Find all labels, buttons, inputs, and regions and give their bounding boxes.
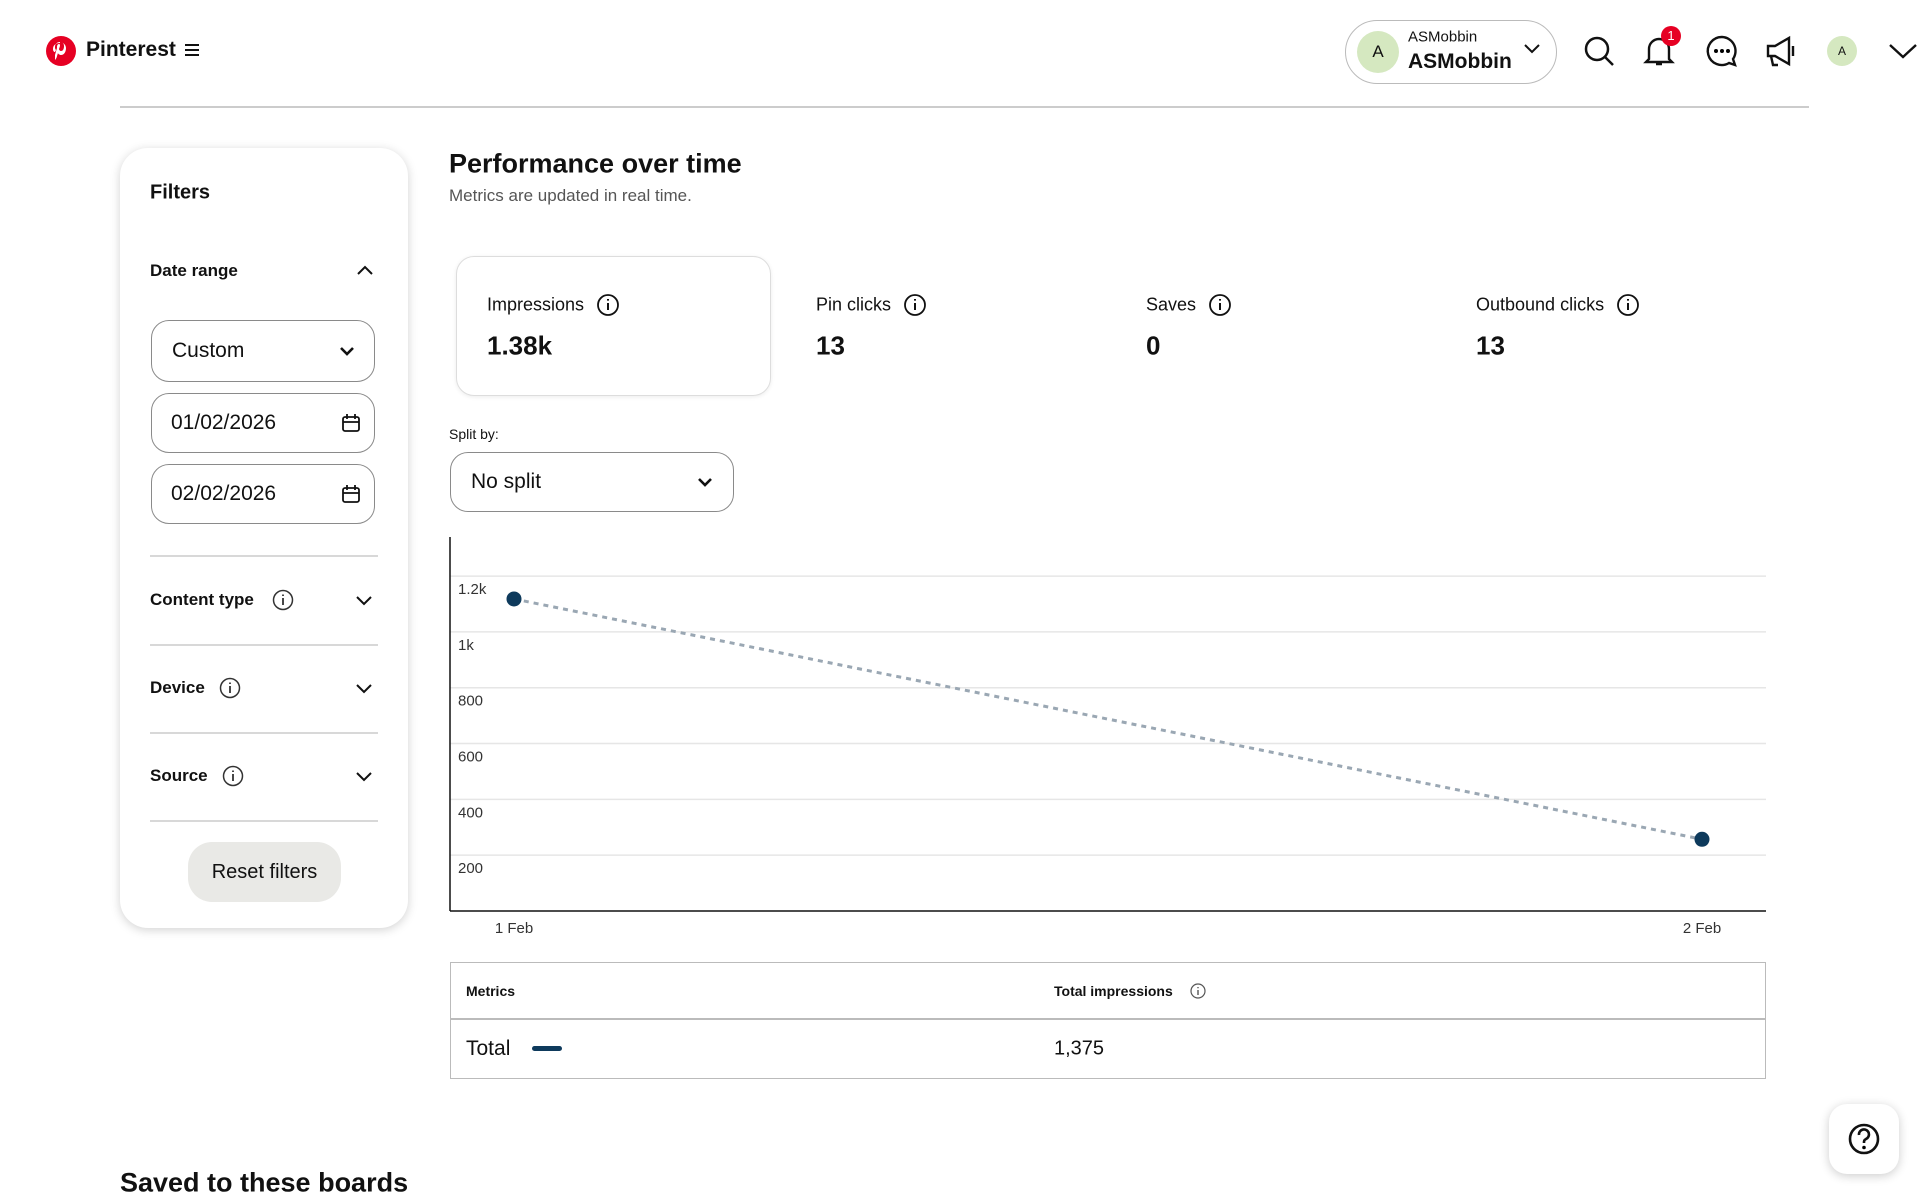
account-chevron[interactable]	[1888, 43, 1918, 59]
messages-icon[interactable]	[1705, 34, 1739, 68]
divider	[150, 555, 378, 557]
help-button[interactable]	[1829, 1104, 1899, 1174]
metric-label[interactable]: Impressions	[487, 294, 585, 315]
y-tick-label: 800	[458, 693, 483, 710]
chevron[interactable]	[1524, 44, 1540, 54]
section-subtitle: Metrics are updated in real time.	[449, 186, 692, 205]
reset-button[interactable]: Reset filters	[188, 842, 341, 902]
account-name: ASMobbin	[1408, 50, 1512, 73]
filters-title: Filters	[150, 181, 211, 204]
metric-label[interactable]: Pin clicks	[816, 294, 892, 315]
y-tick-label: 200	[458, 860, 483, 877]
range-select-text: Custom	[172, 339, 245, 362]
chevron	[340, 347, 354, 356]
info-icon[interactable]	[1616, 293, 1640, 317]
start-date: 01/02/2026	[171, 411, 277, 434]
section-title: Performance over time	[449, 148, 742, 179]
account-small: ASMobbin	[1408, 28, 1478, 46]
collapse-icon[interactable]	[357, 265, 373, 275]
info-icon[interactable]	[222, 765, 244, 787]
metric-label[interactable]: Saves	[1146, 294, 1197, 315]
y-tick-label: 1.2k	[458, 581, 487, 598]
search-icon[interactable]	[1583, 35, 1615, 67]
menu-icon[interactable]	[184, 43, 200, 57]
info-icon[interactable]	[903, 293, 927, 317]
data-point	[506, 591, 522, 607]
date-range-label[interactable]: Date range	[150, 261, 238, 280]
column-header: Total impressions	[1054, 983, 1173, 999]
x-tick-label: 1 Feb	[495, 920, 533, 937]
column-header: Metrics	[466, 983, 516, 999]
help-icon	[1848, 1123, 1880, 1155]
start-date-input[interactable]	[151, 393, 375, 453]
metric-value: 13	[816, 330, 845, 361]
expand-icon[interactable]	[356, 772, 372, 782]
info-icon[interactable]	[272, 589, 294, 611]
x-tick-label: 2 Feb	[1683, 920, 1721, 937]
avatar-small[interactable]: A	[1827, 36, 1857, 66]
avatar: A	[1357, 31, 1399, 73]
boards-title: Saved to these boards	[120, 1167, 409, 1198]
calendar-icon[interactable]	[341, 484, 361, 504]
divider	[150, 732, 378, 734]
brand[interactable]: Pinterest	[86, 38, 176, 61]
source-label[interactable]: Source	[150, 766, 208, 785]
split-select-text: No split	[471, 470, 542, 493]
divider	[150, 820, 378, 822]
updates-icon[interactable]	[1765, 35, 1799, 67]
info-icon[interactable]	[1190, 983, 1206, 999]
info-icon[interactable]	[219, 677, 241, 699]
header-divider	[120, 106, 1809, 108]
split-label: Split by:	[449, 426, 499, 442]
metric-value: 0	[1146, 330, 1161, 361]
end-date-input[interactable]	[151, 464, 375, 524]
device-label[interactable]: Device	[150, 678, 205, 697]
y-tick-label: 400	[458, 804, 483, 821]
filters-card	[120, 148, 408, 928]
range-select[interactable]	[151, 320, 375, 382]
split-select[interactable]	[450, 452, 734, 512]
content-type-label[interactable]: Content type	[150, 590, 254, 609]
metric-card-selected[interactable]	[456, 256, 771, 396]
info-icon[interactable]	[1208, 293, 1232, 317]
metric-value: 1.38k	[487, 330, 553, 361]
account-switcher[interactable]	[1345, 20, 1557, 84]
metric-value: 13	[1476, 330, 1505, 361]
end-date: 02/02/2026	[171, 482, 277, 505]
legend-swatch	[532, 1046, 562, 1051]
notification-badge: 1	[1661, 26, 1681, 46]
chevron	[698, 478, 712, 487]
logo[interactable]	[45, 35, 77, 67]
table-header-divider	[451, 1018, 1765, 1020]
info-icon[interactable]	[596, 293, 620, 317]
data-point	[1694, 831, 1710, 847]
table-cell: 1,375	[1054, 1037, 1105, 1060]
chart: 200 400 600 800 1k 1.2k 1 Feb 2 Feb	[449, 537, 1766, 937]
expand-icon[interactable]	[356, 684, 372, 694]
metric-label[interactable]: Outbound clicks	[1476, 294, 1605, 315]
y-tick-label: 600	[458, 749, 483, 766]
metrics-table	[450, 962, 1766, 1079]
expand-icon[interactable]	[356, 596, 372, 606]
y-tick-label: 1k	[458, 637, 474, 654]
calendar-icon[interactable]	[341, 413, 361, 433]
series-line	[513, 597, 1703, 841]
row-label: Total	[466, 1037, 511, 1060]
divider	[150, 644, 378, 646]
